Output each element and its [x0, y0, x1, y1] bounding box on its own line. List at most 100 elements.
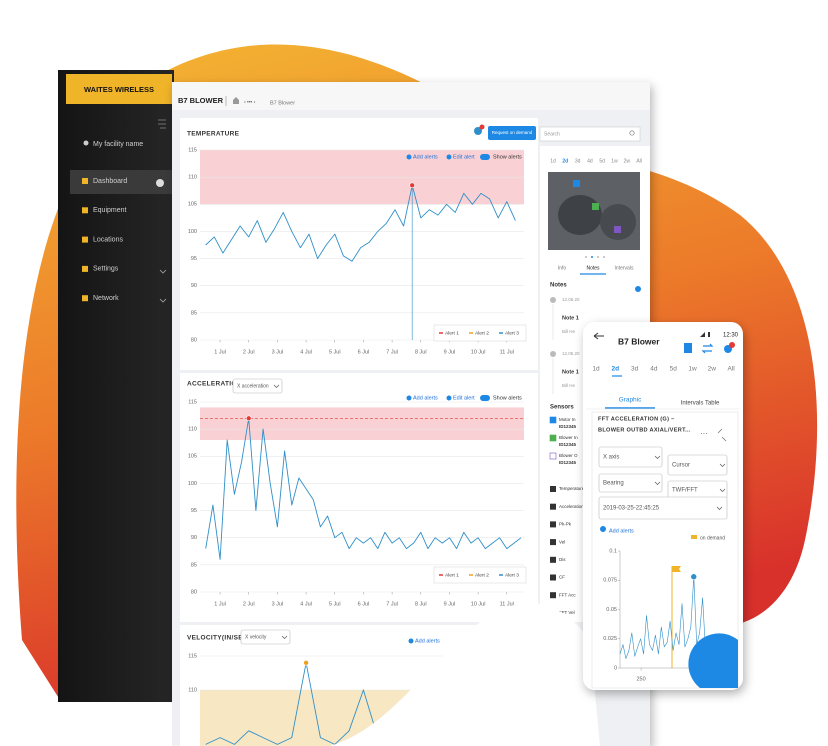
more-menu[interactable]: ···	[700, 429, 708, 438]
range-option[interactable]: 2w	[624, 158, 631, 164]
date-select[interactable]	[598, 496, 728, 520]
toggle[interactable]	[480, 395, 490, 401]
checkbox[interactable]	[550, 574, 556, 581]
action-icon[interactable]	[408, 638, 414, 644]
selector[interactable]	[232, 378, 283, 394]
x-tick-label: 9 Jul	[444, 601, 456, 607]
menu-item[interactable]: Network	[93, 295, 119, 302]
bell-icon[interactable]	[474, 127, 482, 135]
chart-action[interactable]: Add alerts	[413, 154, 438, 160]
chart-action[interactable]: Show alerts	[493, 395, 522, 401]
bottom-mask	[0, 702, 172, 746]
checkbox[interactable]	[549, 434, 557, 442]
note-date: 12.05.20	[562, 351, 580, 356]
x-tick-label: 11 Jul	[500, 601, 514, 607]
chart-action[interactable]: Show alerts	[493, 154, 522, 160]
range-option[interactable]: 3d	[575, 158, 581, 164]
menu-item[interactable]: Equipment	[93, 207, 127, 214]
photo-sensor	[614, 226, 621, 233]
add-note[interactable]	[635, 286, 641, 292]
tab[interactable]: Info	[558, 265, 567, 271]
select-caret	[719, 488, 726, 492]
checkbox[interactable]	[550, 556, 556, 563]
chart-action[interactable]: Add alerts	[413, 395, 438, 401]
search-box[interactable]	[539, 126, 641, 142]
sensor-id: ID12345	[559, 460, 577, 465]
fab-partial[interactable]	[688, 633, 738, 688]
collapse-icon[interactable]	[158, 119, 166, 129]
menu-icon	[82, 295, 88, 302]
checkbox[interactable]	[550, 503, 556, 510]
range-option[interactable]: 1w	[688, 366, 697, 373]
back-arrow[interactable]	[593, 332, 604, 340]
range-option[interactable]: 2w	[708, 366, 717, 373]
checkbox[interactable]	[550, 539, 556, 546]
range-option[interactable]: 4d	[650, 366, 658, 373]
request-button[interactable]	[488, 126, 536, 140]
action-icon[interactable]	[446, 395, 452, 401]
range-option[interactable]: All	[636, 158, 642, 164]
page-title: B7 BLOWER	[178, 96, 224, 105]
metric: Acceleration	[559, 504, 584, 509]
y-tick-label: 110	[188, 687, 197, 693]
x-tick-label: 5 Jul	[329, 601, 341, 607]
peak-marker[interactable]	[409, 182, 415, 189]
checkbox[interactable]	[549, 416, 557, 424]
y-tick-label: 95	[191, 508, 197, 514]
chart-action[interactable]: Edit alert	[453, 395, 475, 401]
peak-marker[interactable]	[245, 415, 252, 422]
menu-item[interactable]: Locations	[93, 236, 123, 243]
checkbox[interactable]	[549, 452, 557, 460]
select[interactable]	[667, 454, 728, 476]
checkbox[interactable]	[550, 521, 556, 528]
legend-label: Alert 3	[505, 572, 519, 578]
peak-marker[interactable]	[303, 659, 309, 666]
range-option[interactable]: 1w	[611, 158, 618, 164]
timestamp: 2019-03-25-22:45:25	[603, 506, 660, 512]
tab[interactable]: Intervals Table	[681, 401, 720, 407]
add-icon[interactable]	[600, 526, 606, 532]
selector[interactable]	[240, 629, 291, 645]
action-icon[interactable]	[406, 154, 412, 160]
peak-marker[interactable]	[690, 573, 698, 581]
menu-icon	[82, 178, 88, 184]
menu-item[interactable]: Dashboard	[93, 178, 127, 185]
range-option[interactable]: 5d	[670, 366, 678, 373]
action-icon[interactable]	[446, 154, 452, 160]
chart-action[interactable]: Edit alert	[453, 154, 475, 160]
select[interactable]	[598, 473, 663, 493]
checkbox[interactable]	[550, 486, 556, 492]
range-option[interactable]: 3d	[631, 366, 639, 373]
range-option[interactable]: All	[727, 366, 735, 373]
chevrons	[159, 269, 167, 303]
expand-icon[interactable]	[717, 428, 727, 442]
carousel-dots	[585, 256, 605, 258]
tab[interactable]: Notes	[586, 265, 600, 271]
add-alerts[interactable]: Add alerts	[609, 528, 634, 534]
range-option[interactable]: 4d	[587, 158, 593, 164]
action-icon[interactable]	[406, 395, 412, 401]
select[interactable]	[598, 446, 663, 468]
menu-item[interactable]: Settings	[93, 266, 119, 273]
range-option[interactable]: 2d	[562, 158, 568, 164]
menu: Dashboard Equipment Locations Settings Netwo…	[82, 178, 127, 302]
breadcrumb[interactable]: B7 Blower	[270, 100, 295, 106]
chart-action[interactable]: Add alerts	[415, 638, 440, 644]
facility[interactable]: My facility name	[93, 141, 143, 148]
doc-icon[interactable]	[684, 343, 692, 353]
tab[interactable]: Intervals	[615, 265, 634, 271]
legend-label: Alert 2	[475, 330, 489, 336]
x-tick-label: 3 Jul	[272, 601, 284, 607]
x-tick-label: 4 Jul	[300, 601, 312, 607]
selector-label: X acceleration	[237, 383, 269, 389]
range-option[interactable]: 1d	[550, 158, 556, 164]
tab[interactable]: Graphic	[619, 397, 643, 404]
toggle[interactable]	[480, 154, 490, 160]
range-option[interactable]: 2d	[612, 366, 620, 373]
swap-icon[interactable]	[701, 343, 714, 354]
range-option[interactable]: 1d	[592, 366, 600, 373]
home-icon[interactable]	[233, 97, 239, 104]
range-option[interactable]: 5d	[599, 158, 605, 164]
checkbox[interactable]	[550, 592, 556, 599]
